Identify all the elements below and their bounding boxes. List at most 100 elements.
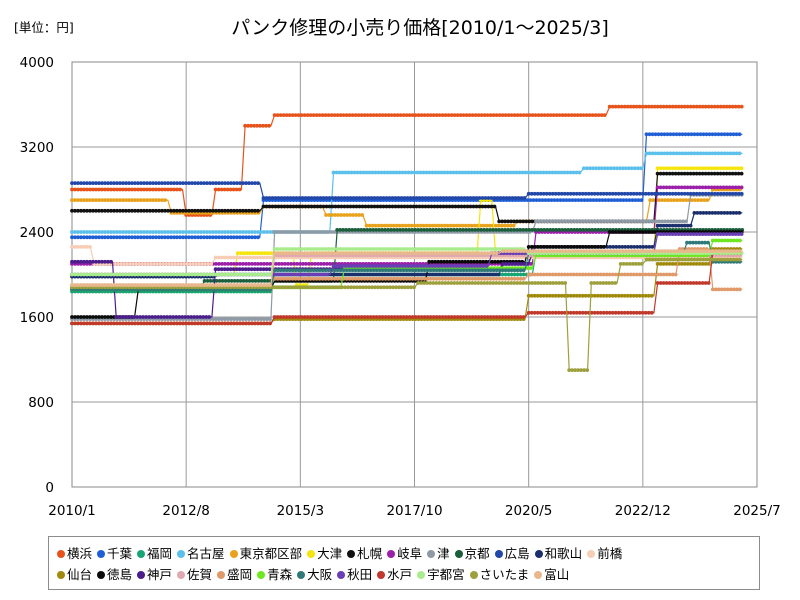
data-point	[365, 113, 370, 117]
data-point	[127, 198, 131, 203]
data-point	[339, 204, 344, 209]
data-point	[291, 204, 296, 209]
data-point	[639, 166, 643, 171]
data-point	[380, 228, 385, 232]
data-point	[733, 104, 738, 109]
data-point	[567, 219, 571, 224]
data-point	[262, 279, 267, 283]
data-point	[739, 232, 744, 237]
data-point	[549, 198, 554, 203]
data-point	[478, 170, 483, 175]
data-point	[661, 166, 666, 171]
data-point	[76, 208, 80, 213]
data-point	[669, 198, 674, 203]
data-point	[712, 171, 717, 176]
data-point	[605, 228, 610, 232]
data-point	[664, 104, 669, 109]
data-point	[205, 235, 209, 240]
data-point	[91, 187, 95, 192]
data-point	[663, 198, 668, 203]
data-point	[600, 198, 605, 203]
data-point	[600, 219, 604, 224]
data-point	[207, 315, 212, 319]
data-point	[624, 166, 628, 171]
data-point	[655, 185, 660, 190]
data-point	[473, 228, 478, 232]
data-point	[73, 208, 77, 213]
data-point	[444, 204, 449, 209]
data-point	[727, 185, 732, 190]
data-point	[302, 113, 307, 117]
series-line	[72, 194, 743, 320]
data-point	[106, 198, 110, 203]
data-point	[529, 262, 533, 266]
data-point	[163, 230, 167, 234]
data-point	[670, 166, 675, 171]
data-point	[442, 170, 447, 175]
data-point	[73, 198, 77, 203]
data-point	[139, 230, 143, 234]
data-point	[272, 113, 277, 117]
data-point	[476, 228, 481, 232]
data-point	[308, 113, 313, 117]
data-point	[703, 185, 708, 190]
data-point	[518, 228, 523, 232]
data-point	[145, 230, 149, 234]
data-point	[535, 170, 540, 175]
data-point	[79, 208, 83, 213]
data-point	[244, 317, 248, 321]
data-point	[223, 235, 227, 240]
data-point	[379, 223, 384, 228]
data-point	[231, 187, 236, 192]
data-point	[380, 113, 385, 117]
data-point	[365, 228, 370, 232]
data-point	[561, 219, 565, 224]
data-point	[618, 198, 623, 203]
data-point	[406, 223, 411, 228]
data-point	[391, 170, 396, 175]
data-point	[425, 113, 430, 117]
data-point	[606, 198, 611, 203]
data-point	[493, 170, 498, 175]
data-point	[653, 151, 658, 156]
data-point	[112, 230, 116, 234]
data-point	[724, 166, 729, 171]
data-point	[181, 208, 185, 213]
data-point	[73, 235, 77, 240]
data-point	[106, 230, 110, 234]
data-point	[499, 223, 504, 228]
data-point	[336, 204, 341, 209]
data-point	[666, 198, 671, 203]
data-point	[683, 151, 688, 156]
data-point	[733, 166, 738, 171]
data-point	[238, 279, 243, 283]
data-point	[264, 204, 269, 209]
data-point	[229, 208, 233, 213]
data-point	[82, 198, 86, 203]
data-point	[633, 198, 638, 203]
data-point	[142, 235, 146, 240]
data-point	[697, 171, 702, 176]
data-point	[76, 235, 80, 240]
data-point	[304, 262, 308, 266]
data-point	[315, 204, 320, 209]
data-point	[400, 170, 405, 175]
data-point	[563, 113, 568, 117]
data-point	[130, 235, 134, 240]
data-point	[663, 219, 667, 224]
data-point	[621, 198, 626, 203]
data-point	[667, 166, 672, 171]
data-point	[346, 170, 351, 175]
data-point	[503, 219, 508, 224]
data-point	[536, 228, 541, 232]
data-point	[320, 113, 325, 117]
data-point	[368, 113, 373, 117]
data-point	[706, 104, 711, 109]
data-point	[106, 208, 110, 213]
data-point	[434, 228, 439, 232]
data-point	[460, 170, 465, 175]
data-point	[70, 187, 74, 192]
data-point	[115, 187, 119, 192]
data-point	[347, 228, 352, 232]
data-point	[457, 170, 462, 175]
